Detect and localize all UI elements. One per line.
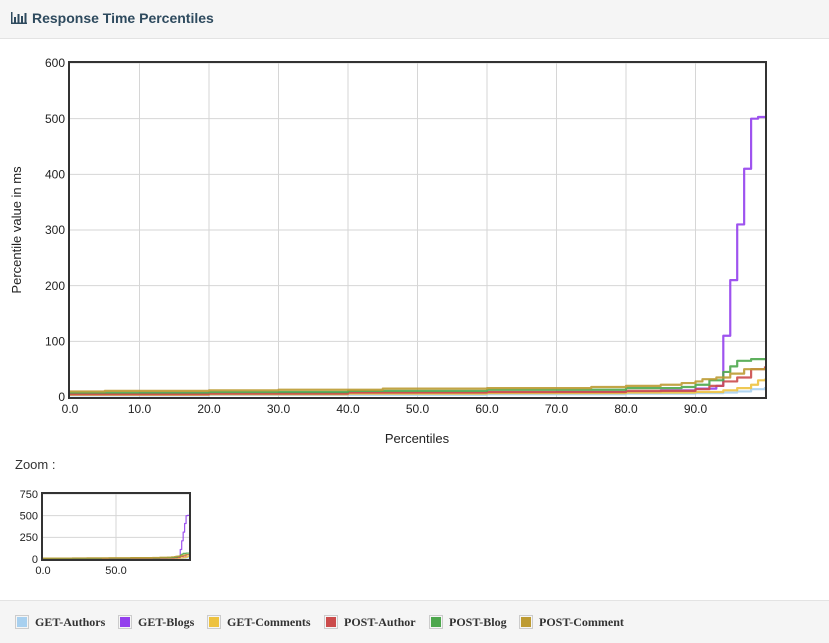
y-tick-label: 500: [20, 511, 38, 523]
x-tick-label: 90.0: [684, 402, 708, 416]
zoom-grid: [43, 493, 189, 559]
legend-label: POST-Blog: [449, 615, 507, 629]
x-tick-label: 0.0: [35, 565, 50, 577]
legend-label: GET-Blogs: [138, 615, 195, 629]
zoom-x-ticks: 0.0 50.0: [35, 565, 126, 577]
legend-label: POST-Author: [344, 615, 416, 629]
y-tick-label: 600: [45, 56, 65, 70]
legend-swatch: [324, 615, 338, 629]
response-time-percentiles-chart[interactable]: 0.0 10.0 20.0 30.0 40.0 50.0 60.0 70.0 80.0 90.0 …: [0, 0, 829, 450]
main-grid: [70, 62, 765, 397]
zoom-plot-border: [41, 492, 191, 561]
zoom-y-ticks: 0 250 500 750: [20, 489, 38, 566]
x-tick-label: 30.0: [267, 402, 291, 416]
x-tick-label: 60.0: [475, 402, 499, 416]
legend-label: GET-Comments: [227, 615, 311, 629]
x-tick-label: 50.0: [105, 565, 126, 577]
x-tick-label: 50.0: [406, 402, 430, 416]
main-plot-border: [68, 61, 767, 399]
y-tick-label: 500: [45, 112, 65, 126]
legend-label: POST-Comment: [539, 615, 624, 629]
series-line-post-blog: [70, 358, 765, 394]
panel-header: Response Time Percentiles: [0, 0, 829, 39]
zoom-label: Zoom :: [15, 457, 56, 472]
y-tick-label: 0: [32, 554, 38, 566]
y-tick-label: 250: [20, 532, 38, 544]
x-tick-label: 20.0: [197, 402, 221, 416]
legend-swatch: [15, 615, 29, 629]
y-tick-label: 100: [45, 335, 65, 349]
panel-title: Response Time Percentiles: [32, 10, 214, 26]
legend-swatch: [207, 615, 221, 629]
series-line-post-comment: [43, 554, 190, 559]
x-tick-label: 40.0: [336, 402, 360, 416]
y-axis-label: Percentile value in ms: [9, 166, 24, 294]
zoom-series: [43, 514, 190, 560]
legend-swatch: [519, 615, 533, 629]
main-series: [70, 115, 767, 397]
x-tick-label: 10.0: [128, 402, 152, 416]
y-tick-label: 0: [58, 390, 65, 404]
x-axis-label: Percentiles: [385, 431, 450, 446]
x-tick-label: 80.0: [614, 402, 638, 416]
y-tick-label: 300: [45, 223, 65, 237]
x-tick-label: 0.0: [62, 402, 79, 416]
x-tick-label: 70.0: [545, 402, 569, 416]
y-tick-label: 750: [20, 489, 38, 501]
zoom-overview-chart[interactable]: 0.0 50.0 0 250 500 750: [0, 485, 200, 580]
y-tick-label: 200: [45, 279, 65, 293]
legend-label: GET-Authors: [35, 615, 106, 629]
legend-swatch: [429, 615, 443, 629]
y-tick-label: 400: [45, 168, 65, 182]
main-x-ticks: 0.0 10.0 20.0 30.0 40.0 50.0 60.0 70.0 80.0 90.0: [62, 402, 708, 416]
legend: GET-Authors GET-Blogs GET-Comments POST-…: [0, 600, 829, 643]
series-line-post-comment: [70, 368, 767, 393]
series-line-post-author: [70, 366, 767, 396]
bar-chart-icon: [11, 12, 27, 24]
main-y-ticks: 0 100 200 300 400 500 600: [45, 56, 65, 404]
legend-swatch: [118, 615, 132, 629]
